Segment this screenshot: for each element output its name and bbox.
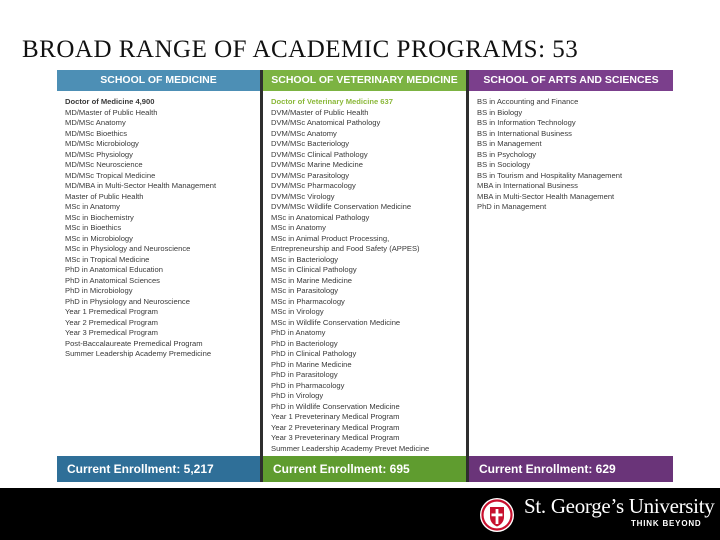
program-item: BS in Accounting and Finance: [477, 97, 579, 106]
program-item: Year 3 Preveterinary Medical Program: [271, 433, 400, 442]
school-of-medicine-header: SCHOOL OF MEDICINE: [57, 70, 260, 91]
program-item: BS in Management: [477, 139, 542, 148]
program-item: DVM/Master of Public Health: [271, 107, 369, 117]
program-item: MSc in Physiology and Neuroscience: [65, 244, 191, 253]
school-of-medicine-enrollment: Current Enrollment: 5,217: [57, 456, 260, 482]
university-tagline: THINK BEYOND: [631, 519, 702, 528]
program-item: PhD in Marine Medicine: [271, 359, 352, 369]
slide-title: BROAD RANGE OF ACADEMIC PROGRAMS: 53: [22, 36, 579, 63]
program-item: DVM/MSc Wildlife Conservation Medicine: [271, 202, 412, 211]
program-item: MBA in Multi-Sector Health Management: [477, 191, 615, 201]
program-item: DVM/MSc Clinical Pathology: [271, 149, 368, 159]
program-item: PhD in Management: [477, 202, 547, 211]
school-of-veterinary-medicine-header: SCHOOL OF VETERINARY MEDICINE: [263, 70, 466, 91]
footer-bar: [0, 488, 720, 540]
program-item: MD/MBA in Multi-Sector Health Management: [65, 181, 217, 190]
program-item: MSc in Microbiology: [65, 233, 133, 243]
program-item: MD/MSc Microbiology: [65, 139, 139, 148]
program-item: PhD in Pharmacology: [271, 380, 345, 390]
program-item: Year 1 Preveterinary Medical Program: [271, 412, 400, 421]
program-item: BS in Sociology: [477, 160, 531, 169]
program-item: PhD in Anatomical Education: [65, 265, 163, 274]
program-item: BS in Information Technology: [477, 118, 576, 127]
program-item: MD/MSc Neuroscience: [65, 160, 143, 169]
program-item: Year 2 Premedical Program: [65, 317, 158, 327]
school-of-veterinary-medicine-program-list: Doctor of Veterinary Medicine 637 DVM/Mas…: [263, 91, 466, 456]
program-item: PhD in Physiology and Neuroscience: [65, 296, 190, 306]
program-item: PhD in Virology: [271, 391, 324, 400]
program-item: MSc in Bioethics: [65, 223, 122, 232]
program-item: PhD in Clinical Pathology: [271, 349, 357, 358]
program-lead-item: Doctor of Veterinary Medicine 637: [271, 97, 393, 106]
program-item: MD/MSc Bioethics: [65, 128, 128, 138]
program-item: MSc in Bacteriology: [271, 254, 339, 264]
program-item: Master of Public Health: [65, 191, 144, 201]
program-item: DVM/MSc Bacteriology: [271, 139, 350, 148]
program-item: MSc in Wildlife Conservation Medicine: [271, 317, 401, 327]
program-item: PhD in Anatomical Sciences: [65, 275, 160, 285]
program-item: BS in Biology: [477, 107, 523, 117]
school-of-medicine-column: SCHOOL OF MEDICINE Doctor of Medicine 4,…: [57, 70, 260, 482]
program-item: PhD in Wildlife Conservation Medicine: [271, 401, 400, 411]
program-item: MSc in Clinical Pathology: [271, 265, 357, 274]
program-item: PhD in Parasitology: [271, 370, 338, 379]
program-item: Year 2 Preveterinary Medical Program: [271, 422, 400, 432]
program-item: Post-Baccalaureate Premedical Program: [65, 338, 203, 348]
program-item: DVM/MSc Pharmacology: [271, 181, 356, 190]
program-item: Entrepreneurship and Food Safety (APPES): [271, 244, 420, 253]
school-of-arts-and-sciences-program-list: BS in Accounting and Finance BS in Biolog…: [469, 91, 673, 456]
program-item: Year 1 Premedical Program: [65, 307, 158, 316]
university-crest-icon: [480, 498, 514, 532]
program-item: MD/MSc Anatomy: [65, 118, 126, 127]
program-item: MD/Master of Public Health: [65, 107, 158, 117]
school-of-medicine-program-list: Doctor of Medicine 4,900 MD/Master of Pub…: [57, 91, 260, 456]
program-lead-item: Doctor of Medicine 4,900: [65, 97, 155, 106]
program-item: MD/MSc Physiology: [65, 149, 133, 159]
program-item: Summer Leadership Academy Prevet Medicin…: [271, 443, 430, 453]
program-item: MSc in Tropical Medicine: [65, 254, 150, 264]
program-item: MSc in Biochemistry: [65, 212, 134, 222]
school-of-arts-and-sciences-enrollment: Current Enrollment: 629: [469, 456, 673, 482]
program-item: DVM/MSc Virology: [271, 191, 335, 201]
program-item: DVM/MSc Anatomical Pathology: [271, 118, 381, 127]
program-item: MSc in Anatomy: [65, 202, 120, 211]
program-item: MSc in Anatomy: [271, 223, 326, 232]
programs-table: SCHOOL OF MEDICINE Doctor of Medicine 4,…: [57, 70, 673, 482]
program-item: MSc in Pharmacology: [271, 296, 345, 306]
program-item: Year 3 Premedical Program: [65, 328, 158, 337]
program-item: MSc in Animal Product Processing,: [271, 233, 390, 243]
program-item: DVM/MSc Parasitology: [271, 170, 350, 180]
program-item: PhD in Anatomy: [271, 328, 326, 337]
program-item: BS in International Business: [477, 128, 572, 138]
program-item: MSc in Parasitology: [271, 286, 339, 295]
program-item: MD/MSc Tropical Medicine: [65, 170, 156, 180]
school-of-veterinary-medicine-column: SCHOOL OF VETERINARY MEDICINE Doctor of …: [263, 70, 466, 482]
school-of-arts-and-sciences-header: SCHOOL OF ARTS AND SCIENCES: [469, 70, 673, 91]
program-item: MSc in Marine Medicine: [271, 275, 353, 285]
program-item: BS in Tourism and Hospitality Management: [477, 170, 623, 180]
program-item: MBA in International Business: [477, 181, 578, 190]
program-item: BS in Psychology: [477, 149, 537, 159]
school-of-veterinary-medicine-enrollment: Current Enrollment: 695: [263, 456, 466, 482]
program-item: PhD in Microbiology: [65, 286, 133, 295]
program-item: PhD in Bacteriology: [271, 338, 338, 348]
program-item: MSc in Anatomical Pathology: [271, 212, 370, 222]
program-item: DVM/MSc Anatomy: [271, 128, 337, 138]
program-item: Summer Leadership Academy Premedicine: [65, 349, 212, 358]
university-name: St. George’s University: [524, 494, 715, 518]
program-item: DVM/MSc Marine Medicine: [271, 160, 363, 169]
school-of-arts-and-sciences-column: SCHOOL OF ARTS AND SCIENCES BS in Accoun…: [469, 70, 673, 482]
program-item: MSc in Virology: [271, 307, 324, 316]
